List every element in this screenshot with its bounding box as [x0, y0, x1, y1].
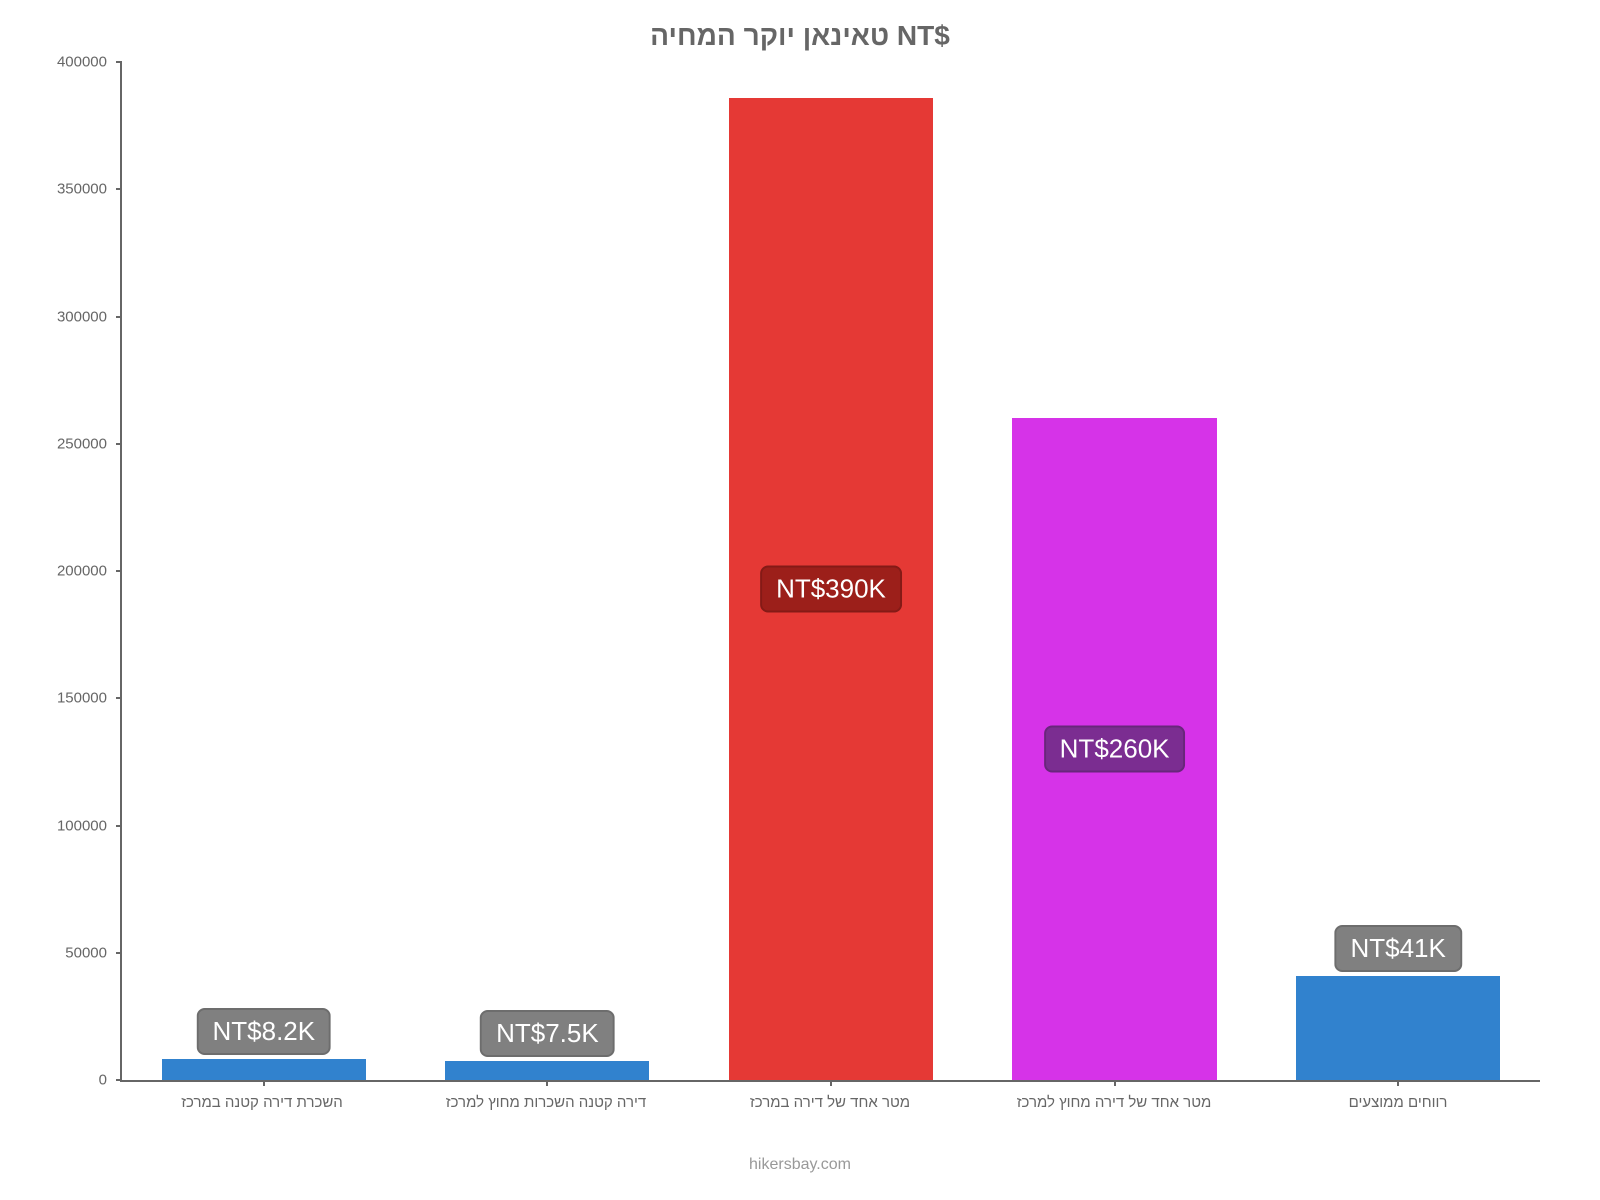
y-tick-label: 300000: [57, 308, 107, 325]
y-tick-label: 350000: [57, 181, 107, 198]
y-tick-mark: [116, 570, 122, 572]
bar-slot: NT$8.2K: [122, 62, 406, 1080]
bar: NT$7.5K: [445, 1061, 649, 1080]
x-tick-mark: [546, 1080, 548, 1086]
x-tick-mark: [1397, 1080, 1399, 1086]
bar: NT$260K: [1012, 418, 1216, 1080]
y-tick-mark: [116, 188, 122, 190]
y-tick-mark: [116, 316, 122, 318]
bar: NT$8.2K: [162, 1059, 366, 1080]
y-tick-label: 0: [99, 1072, 107, 1089]
y-axis-ticks: 0500001000001500002000002500003000003500…: [42, 62, 117, 1080]
bars-area: NT$8.2K NT$7.5K NT$390K NT$260K NT$41K: [122, 62, 1540, 1080]
y-tick-mark: [116, 1079, 122, 1081]
bar-value-label: NT$7.5K: [480, 1010, 615, 1057]
bar-value-label: NT$390K: [760, 565, 902, 612]
y-tick-mark: [116, 952, 122, 954]
plot-area: 0500001000001500002000002500003000003500…: [120, 62, 1540, 1082]
bar-value-label: NT$8.2K: [196, 1008, 331, 1055]
x-category-label: רווחים ממוצעים: [1256, 1094, 1540, 1111]
bar-slot: NT$7.5K: [406, 62, 690, 1080]
x-tick-mark: [830, 1080, 832, 1086]
bar-slot: NT$41K: [1256, 62, 1540, 1080]
bar: NT$390K: [729, 98, 933, 1080]
chart-container: טאינאן יוקר המחיה NT$ 050000100000150000…: [40, 20, 1560, 1160]
y-tick-mark: [116, 697, 122, 699]
x-category-label: השכרת דירה קטנה במרכז: [120, 1094, 404, 1111]
bar-value-label: NT$41K: [1334, 925, 1461, 972]
y-tick-mark: [116, 825, 122, 827]
y-tick-mark: [116, 61, 122, 63]
bar: NT$41K: [1296, 976, 1500, 1080]
bar-slot: NT$390K: [689, 62, 973, 1080]
x-category-label: דירה קטנה השכרות מחוץ למרכז: [404, 1094, 688, 1111]
y-tick-label: 100000: [57, 817, 107, 834]
chart-title: טאינאן יוקר המחיה NT$: [40, 20, 1560, 52]
y-tick-label: 50000: [65, 944, 107, 961]
y-tick-label: 200000: [57, 563, 107, 580]
y-tick-label: 400000: [57, 54, 107, 71]
footer-attribution: hikersbay.com: [40, 1156, 1560, 1174]
x-category-label: מטר אחד של דירה במרכז: [688, 1094, 972, 1111]
y-tick-mark: [116, 443, 122, 445]
x-tick-mark: [1114, 1080, 1116, 1086]
y-tick-label: 250000: [57, 435, 107, 452]
x-category-label: מטר אחד של דירה מחוץ למרכז: [972, 1094, 1256, 1111]
bar-value-label: NT$260K: [1044, 726, 1186, 773]
bar-slot: NT$260K: [973, 62, 1257, 1080]
y-tick-label: 150000: [57, 690, 107, 707]
x-axis-labels: השכרת דירה קטנה במרכזדירה קטנה השכרות מח…: [120, 1094, 1540, 1111]
x-tick-mark: [263, 1080, 265, 1086]
